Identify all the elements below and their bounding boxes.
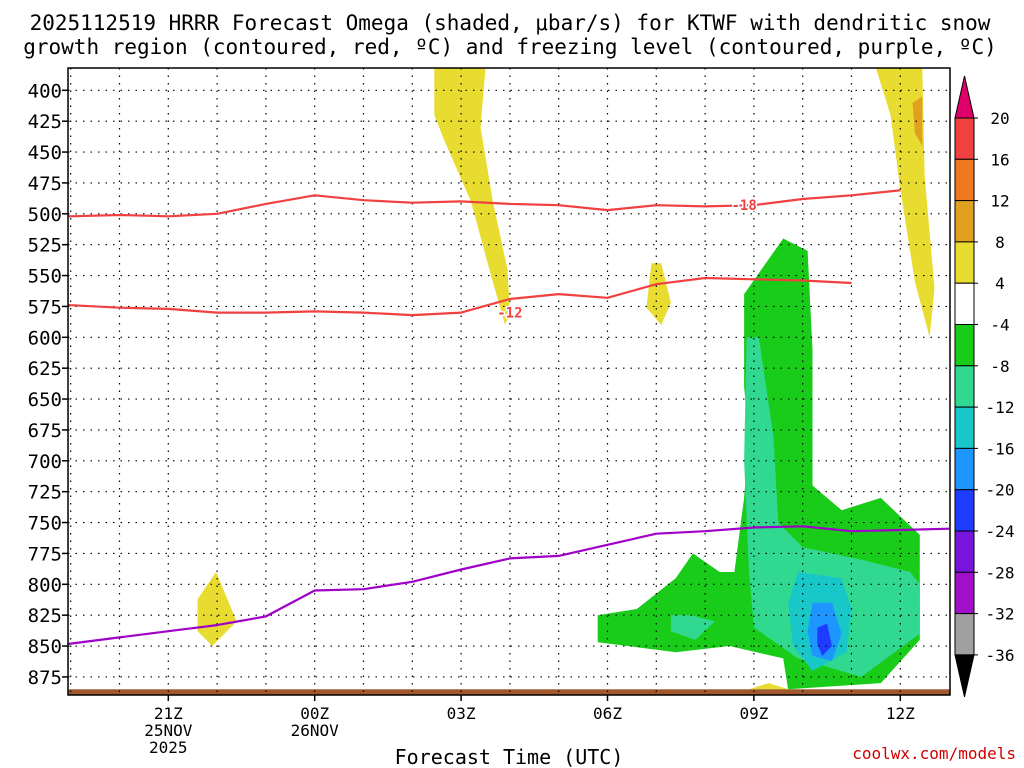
plot-frame — [67, 67, 951, 696]
colorbar-label: 16 — [990, 150, 1009, 169]
x-tick-label: 2025 — [149, 738, 188, 757]
y-tick-label: 800 — [28, 574, 62, 596]
y-tick-label: 550 — [28, 266, 62, 288]
colorbar-segment — [954, 241, 975, 284]
colorbar-label: -28 — [986, 563, 1015, 582]
y-tick-label: 825 — [28, 605, 62, 627]
contour-line — [68, 189, 901, 218]
y-tick-label: 625 — [28, 358, 62, 380]
y-tick-label: 525 — [28, 235, 62, 257]
colorbar-label: -16 — [986, 439, 1015, 458]
y-tick-label: 450 — [28, 142, 62, 164]
colorbar-segment — [954, 447, 975, 491]
colorbar-segment — [954, 158, 975, 202]
pressure-axis: 400 425 450 475 500 525 550 575 600 625 650 675 700 7… — [28, 80, 68, 689]
y-tick-label: 600 — [28, 327, 62, 349]
colorbar-bottom-arrow — [954, 654, 975, 698]
colorbar-label: -36 — [986, 646, 1015, 665]
chart-title-line1: 2025112519 HRRR Forecast Omega (shaded, … — [30, 11, 991, 35]
y-tick-label: 425 — [28, 111, 62, 133]
colorbar-segment — [954, 365, 975, 408]
y-tick-label: 650 — [28, 389, 62, 411]
x-tick-label: 21Z — [154, 704, 183, 723]
omega-region — [749, 683, 789, 690]
contour-label: -18 — [731, 198, 756, 214]
colorbar-label: -8 — [990, 357, 1009, 376]
y-tick-label: 750 — [28, 513, 62, 535]
x-tick-label: 09Z — [739, 704, 768, 723]
colorbar-label: 20 — [990, 109, 1009, 128]
contour-line — [68, 276, 852, 317]
colorbar-segment — [954, 406, 975, 449]
x-tick-label: 25NOV — [144, 721, 193, 740]
colorbar-label: 12 — [990, 192, 1009, 211]
colorbar-segment — [954, 324, 975, 367]
x-tick-label: 12Z — [886, 704, 915, 723]
colorbar-segment — [954, 613, 975, 656]
x-tick-label: 06Z — [593, 704, 622, 723]
omega-region — [744, 337, 920, 677]
colorbar-label: -24 — [986, 522, 1015, 541]
y-tick-label: 675 — [28, 420, 62, 442]
contour-layer: -18 -12 — [68, 189, 950, 646]
y-tick-label: 875 — [28, 667, 62, 689]
gridlines — [68, 68, 950, 695]
y-tick-label: 500 — [28, 204, 62, 226]
colorbar-segment — [954, 571, 975, 615]
colorbar-segment — [954, 282, 975, 326]
y-tick-label: 775 — [28, 543, 62, 565]
omega-region — [670, 615, 715, 640]
y-tick-label: 575 — [28, 296, 62, 318]
terrain-strip — [68, 689, 950, 695]
omega-region — [434, 68, 510, 325]
omega-region — [912, 96, 923, 146]
colorbar-top-arrow — [954, 75, 975, 119]
y-tick-label: 400 — [28, 80, 62, 102]
y-tick-label: 475 — [28, 173, 62, 195]
omega-region — [875, 68, 935, 338]
y-tick-label: 850 — [28, 636, 62, 658]
colorbar-label: 8 — [995, 233, 1005, 252]
chart-title-line2: growth region (contoured, red, ºC) and f… — [23, 35, 997, 59]
colorbar-segment — [954, 489, 975, 532]
colorbar-segment — [954, 200, 975, 243]
x-tick-label: 03Z — [447, 704, 476, 723]
colorbar-segment — [954, 117, 975, 160]
colorbar-label: 4 — [995, 274, 1005, 293]
colorbar-label: -4 — [990, 316, 1009, 335]
colorbar-label: -20 — [986, 481, 1015, 500]
site-credit: coolwx.com/models — [852, 744, 1016, 763]
omega-region — [646, 263, 671, 325]
contour-label: -12 — [497, 306, 522, 322]
y-tick-label: 700 — [28, 451, 62, 473]
y-tick-label: 725 — [28, 482, 62, 504]
x-tick-label: 26NOV — [291, 721, 340, 740]
omega-colorbar: 20 16 12 8 4 -4 -8 -12 -16 -20 -24 -28 -32 -36 — [954, 75, 1015, 698]
omega-shading-layer — [68, 68, 950, 695]
colorbar-segment — [954, 530, 975, 573]
contour-line — [68, 525, 950, 646]
omega-region — [817, 623, 832, 656]
colorbar-label: -32 — [986, 605, 1015, 624]
x-tick-label: 00Z — [300, 704, 329, 723]
x-axis-title: Forecast Time (UTC) — [395, 745, 624, 768]
colorbar-label: -12 — [986, 398, 1015, 417]
